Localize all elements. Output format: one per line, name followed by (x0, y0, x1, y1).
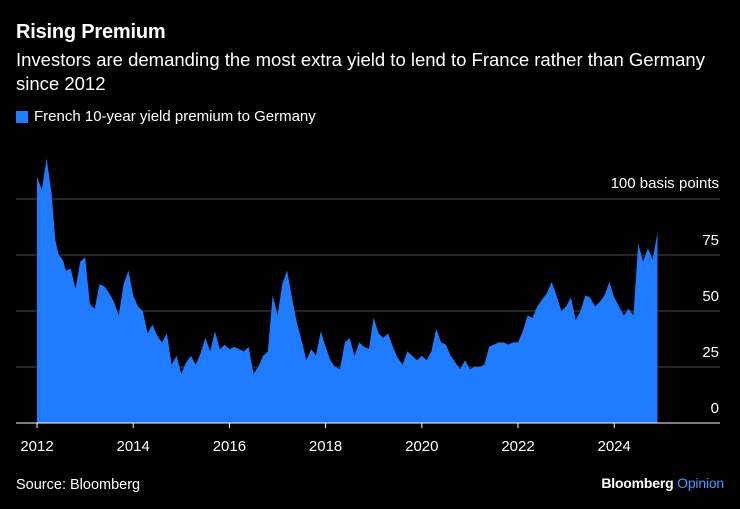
x-tick-label-2012: 2012 (20, 438, 53, 455)
x-tick-label-2016: 2016 (213, 438, 246, 455)
x-tick-label-2024: 2024 (598, 438, 631, 455)
legend-label: French 10-year yield premium to Germany (34, 108, 316, 125)
source-note: Source: Bloomberg (16, 477, 141, 493)
y-tick-label-50: 50 (702, 288, 719, 305)
chart-subtitle: Investors are demanding the most extra y… (16, 49, 705, 94)
legend-swatch (16, 110, 28, 123)
brand-logo: Bloomberg Opinion (601, 475, 724, 491)
data-area (37, 158, 658, 423)
y-tick-label-25: 25 (702, 344, 719, 361)
chart-title: Rising Premium (16, 21, 166, 43)
x-tick-label-2022: 2022 (501, 438, 534, 455)
x-tick-label-2014: 2014 (117, 438, 150, 455)
y-tick-label-75: 75 (702, 232, 719, 249)
brand-suffix: Opinion (677, 475, 724, 491)
legend: French 10-year yield premium to Germany (16, 108, 316, 125)
x-tick-label-2018: 2018 (309, 438, 342, 455)
brand-name: Bloomberg (601, 475, 674, 491)
x-tick-label-2020: 2020 (405, 438, 438, 455)
y-tick-label-100: 100 basis points (611, 175, 719, 192)
y-tick-label-0: 0 (711, 400, 719, 417)
